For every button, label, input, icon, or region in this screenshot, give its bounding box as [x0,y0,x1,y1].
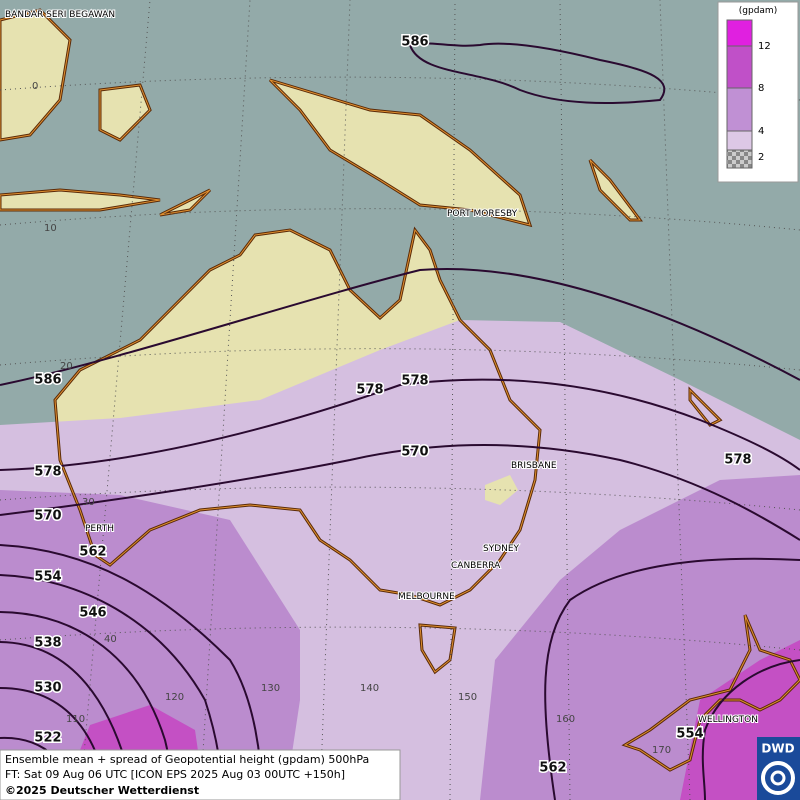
grid-label: 120 [165,692,184,703]
legend: (gpdam) 12 8 4 2 [717,1,799,183]
city: BRISBANE [511,461,557,471]
city: CANBERRA [451,561,501,571]
grid-label: 10 [44,223,57,234]
cities: BANDAR SERI BEGAWAN PORT MORESBY BRISBAN… [4,9,759,726]
legend-label: 12 [758,41,771,52]
contour-label: 578 [724,453,751,468]
grid-label: 0 [32,81,38,92]
legend-swatch [726,149,753,169]
land [485,475,518,505]
grid-label: 150 [458,692,477,703]
city: MELBOURNE [398,592,455,602]
contour-label: 570 [34,509,61,524]
city: WELLINGTON [698,715,758,725]
product-title: Ensemble mean + spread of Geopotential h… [5,753,369,766]
contour-label: 578 [356,383,383,398]
contour-label: 578 [34,465,61,480]
contour-label: 578 [401,374,428,389]
logo-text: DWD [761,742,794,756]
legend-swatch [726,87,753,132]
contour-label: 562 [79,545,106,560]
copyright: ©2025 Deutscher Wetterdienst [5,784,199,797]
grid-label: 140 [360,683,379,694]
legend-label: 2 [758,152,764,163]
grid-label: 20 [60,361,73,372]
contour-label: 538 [34,636,61,651]
grid-label: 170 [652,745,671,756]
contour-label: 562 [539,761,566,776]
city: PERTH [85,524,114,534]
contour-label: 522 [34,731,61,746]
contour-labels: 586 586 578 578 578 578 570 570 562 562 … [33,33,753,777]
city: SYDNEY [483,544,520,554]
contour-label: 586 [401,35,428,50]
legend-swatch [726,45,753,89]
contour-label: 570 [401,445,428,460]
contour-label: 586 [34,373,61,388]
grid-labels: 0 10 20 30 40 110 120 130 140 150 160 17… [32,81,671,756]
contour-label: 554 [676,727,703,742]
legend-unit: (gpdam) [739,6,777,16]
forecast-time: FT: Sat 09 Aug 06 UTC [ICON EPS 2025 Aug… [5,768,345,781]
grid-label: 40 [104,634,117,645]
contour-label: 554 [34,570,61,585]
grid-label: 110 [66,714,85,725]
spread-8-12 [0,490,300,800]
city: BANDAR SERI BEGAWAN [5,10,115,20]
grid-label: 30 [82,497,95,508]
legend-swatch [726,130,753,151]
city: PORT MORESBY [447,209,518,219]
footer-box [0,749,401,800]
grid-label: 130 [261,683,280,694]
legend-label: 4 [758,126,764,137]
logo-icon [770,770,786,786]
legend-swatch [726,19,753,47]
legend-label: 8 [758,83,764,94]
contour-label: 546 [79,606,106,621]
logo-icon [761,761,795,795]
grid-label: 160 [556,714,575,725]
contour-label: 530 [34,681,61,696]
